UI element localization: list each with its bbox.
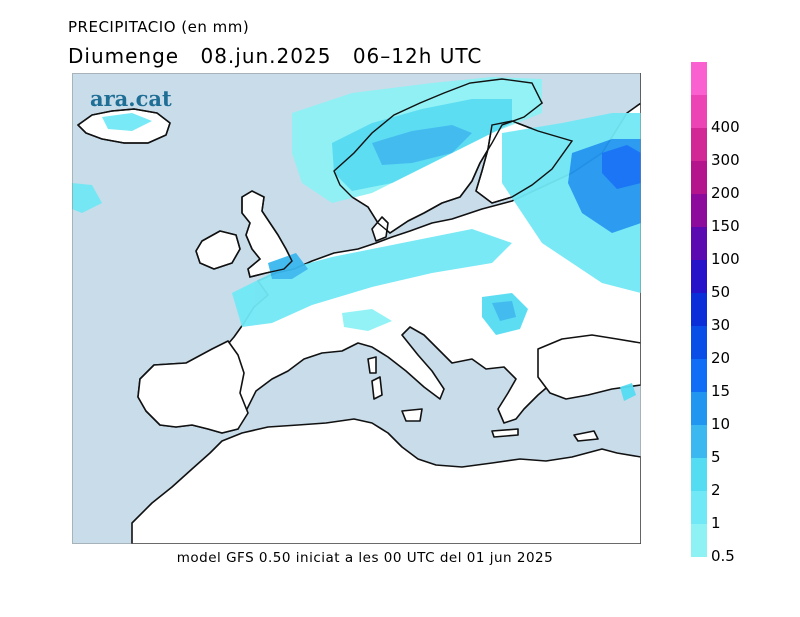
precipitation-legend: 0.5 1 2 5 10 15 20 30 50 100 150 200 300 400 <box>691 62 791 564</box>
precip-channel-core <box>268 253 308 279</box>
land-masses <box>77 73 641 544</box>
legend-label: 50 <box>711 283 731 301</box>
precip-scandinavia-core <box>372 125 472 165</box>
legend-label: 20 <box>711 349 731 367</box>
precipitation-map <box>72 73 641 544</box>
coastlines <box>76 78 574 278</box>
legend-label: 200 <box>711 184 740 202</box>
precip-balkans-core <box>492 301 516 321</box>
legend-label: 2 <box>711 481 721 499</box>
legend-label: 100 <box>711 250 740 268</box>
land-sardinia <box>371 376 383 400</box>
legend-label: 30 <box>711 316 731 334</box>
forecast-day: Diumenge <box>68 44 180 68</box>
legend-swatch <box>691 128 707 161</box>
forecast-interval: 06–12h UTC <box>352 44 483 68</box>
legend-swatch <box>691 491 707 524</box>
forecast-period-title: Diumenge 08.jun.2025 06–12h UTC <box>68 44 496 68</box>
land-corsica <box>367 356 377 374</box>
legend-label: 400 <box>711 118 740 136</box>
legend-swatch <box>691 62 707 95</box>
legend-swatch <box>691 458 707 491</box>
legend-label: 300 <box>711 151 740 169</box>
precip-channel-band <box>232 229 512 327</box>
legend-swatch <box>691 95 707 128</box>
legend-label: 1 <box>711 514 721 532</box>
land-crete <box>491 428 519 438</box>
precip-turkey-spots <box>620 383 636 401</box>
legend-swatch <box>691 425 707 458</box>
chart-variable-title: PRECIPITACIO (en mm) <box>68 18 250 36</box>
legend-label: 150 <box>711 217 740 235</box>
legend-swatch <box>691 161 707 194</box>
land-sicily <box>401 408 423 422</box>
legend-label: 15 <box>711 382 731 400</box>
land-cyprus <box>573 430 599 442</box>
legend-label: 10 <box>711 415 731 433</box>
legend-swatch <box>691 524 707 557</box>
legend-label: 0.5 <box>711 547 735 565</box>
land-iberia <box>137 340 249 434</box>
precip-atlantic-west <box>72 183 102 213</box>
precipitation-areas <box>72 77 641 401</box>
legend-swatch <box>691 227 707 260</box>
precip-russia-peak <box>602 145 641 189</box>
precip-alps <box>342 309 392 331</box>
precip-iceland <box>102 113 152 131</box>
legend-swatch <box>691 326 707 359</box>
legend-swatch <box>691 194 707 227</box>
brand-logo: ara.cat <box>90 86 172 111</box>
legend-swatch <box>691 359 707 392</box>
legend-swatch <box>691 260 707 293</box>
legend-swatch <box>691 392 707 425</box>
model-run-caption: model GFS 0.50 iniciat a les 00 UTC del … <box>176 550 554 566</box>
land-north-africa <box>131 418 641 544</box>
legend-swatch <box>691 293 707 326</box>
forecast-date: 08.jun.2025 <box>200 44 332 68</box>
legend-label: 5 <box>711 448 721 466</box>
